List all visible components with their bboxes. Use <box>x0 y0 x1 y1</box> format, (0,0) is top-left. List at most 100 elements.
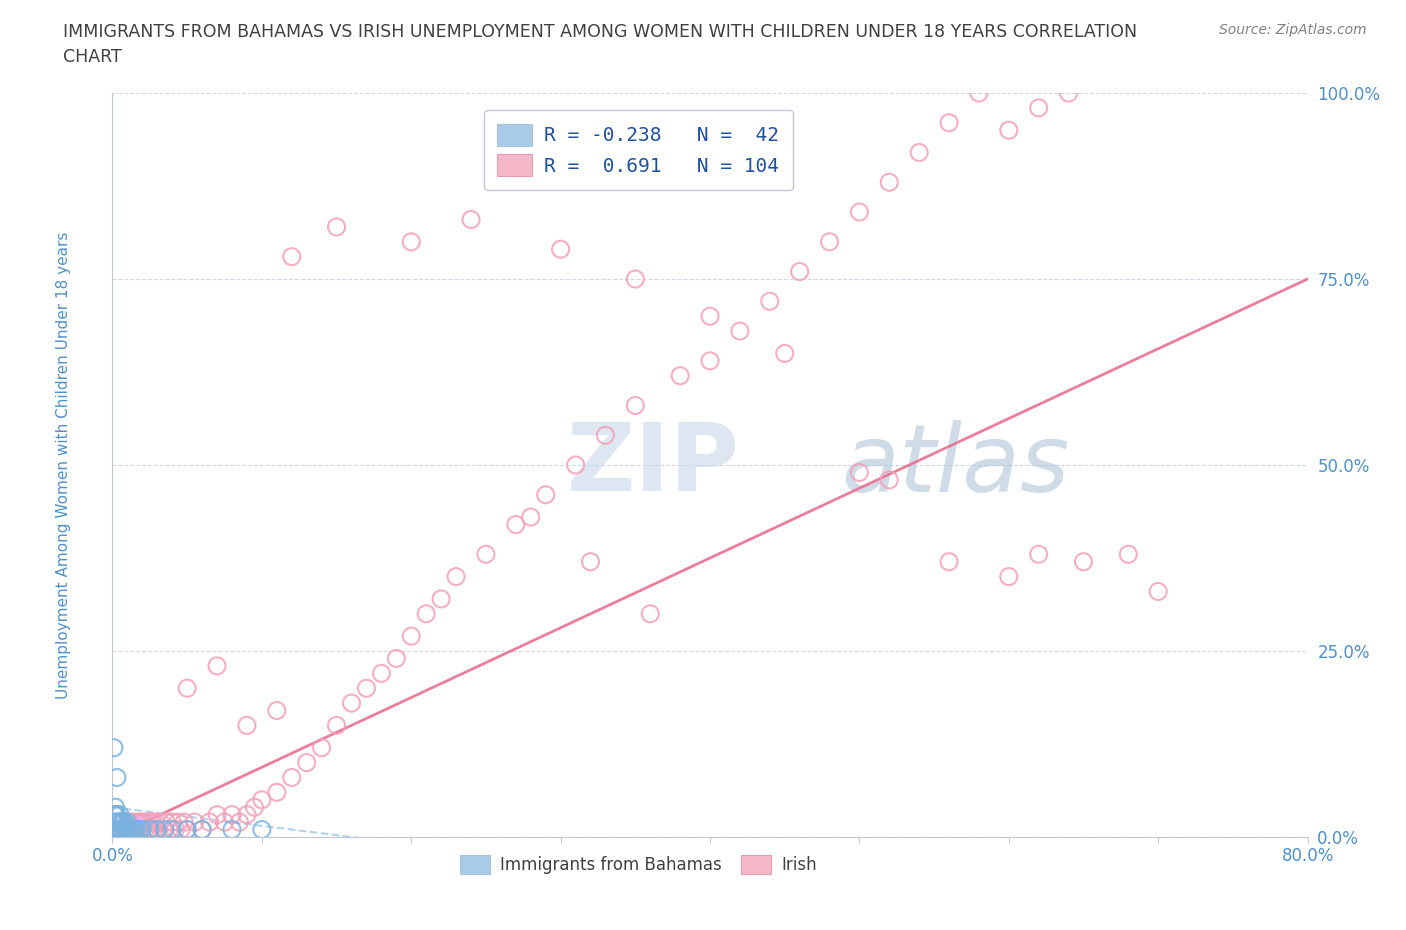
Point <box>118 822 141 837</box>
Point <box>124 822 146 837</box>
Point <box>155 815 177 830</box>
Point <box>401 234 423 249</box>
Point <box>669 368 692 383</box>
Point <box>191 822 214 837</box>
Point <box>118 822 141 837</box>
Point <box>103 740 125 755</box>
Point <box>205 658 228 673</box>
Point <box>624 398 647 413</box>
Point <box>108 807 131 822</box>
Point <box>266 703 288 718</box>
Point <box>111 815 134 830</box>
Point <box>281 249 304 264</box>
Point <box>129 815 152 830</box>
Point <box>108 815 131 830</box>
Point <box>103 807 125 822</box>
Point <box>430 591 453 606</box>
Point <box>146 822 169 837</box>
Point <box>120 822 142 837</box>
Point <box>938 554 960 569</box>
Point <box>908 145 931 160</box>
Legend: Immigrants from Bahamas, Irish: Immigrants from Bahamas, Irish <box>453 848 824 881</box>
Point <box>183 815 205 830</box>
Point <box>699 353 721 368</box>
Point <box>325 718 347 733</box>
Point <box>114 815 135 830</box>
Point <box>228 815 250 830</box>
Point <box>167 815 190 830</box>
Point <box>127 815 149 830</box>
Point <box>415 606 437 621</box>
Point <box>640 606 662 621</box>
Point <box>128 822 150 837</box>
Text: atlas: atlas <box>842 419 1070 511</box>
Point <box>444 569 467 584</box>
Point <box>107 822 129 837</box>
Point <box>460 212 482 227</box>
Point <box>176 822 198 837</box>
Point <box>115 822 138 837</box>
Point <box>121 822 143 837</box>
Point <box>311 740 333 755</box>
Point <box>105 770 128 785</box>
Point <box>938 115 960 130</box>
Point <box>564 458 586 472</box>
Point <box>170 822 193 837</box>
Point <box>103 822 125 837</box>
Point <box>236 807 259 822</box>
Point <box>1147 584 1170 599</box>
Point <box>550 242 572 257</box>
Point <box>475 547 498 562</box>
Point <box>325 219 347 234</box>
Point <box>818 234 841 249</box>
Point <box>104 822 127 837</box>
Point <box>266 785 288 800</box>
Text: ZIP: ZIP <box>567 419 740 511</box>
Point <box>152 822 174 837</box>
Point <box>205 807 228 822</box>
Point <box>114 822 135 837</box>
Point <box>111 815 134 830</box>
Point <box>120 815 142 830</box>
Point <box>356 681 378 696</box>
Point <box>198 815 221 830</box>
Point <box>157 822 180 837</box>
Point <box>848 205 870 219</box>
Point <box>162 815 183 830</box>
Point <box>848 465 870 480</box>
Point <box>105 815 128 830</box>
Point <box>105 822 128 837</box>
Point <box>143 822 166 837</box>
Point <box>153 822 176 837</box>
Point <box>520 510 543 525</box>
Point <box>1057 86 1080 100</box>
Point <box>879 472 901 487</box>
Point <box>104 807 127 822</box>
Point <box>131 822 153 837</box>
Point <box>117 822 139 837</box>
Point <box>117 815 139 830</box>
Text: CHART: CHART <box>63 48 122 66</box>
Point <box>281 770 304 785</box>
Point <box>789 264 811 279</box>
Point <box>105 822 128 837</box>
Point <box>110 822 132 837</box>
Point <box>134 822 156 837</box>
Point <box>108 822 131 837</box>
Point <box>1118 547 1140 562</box>
Point <box>401 629 423 644</box>
Point <box>173 815 195 830</box>
Text: Unemployment Among Women with Children Under 18 years: Unemployment Among Women with Children U… <box>56 232 70 698</box>
Point <box>295 755 318 770</box>
Point <box>103 815 125 830</box>
Point <box>122 822 145 837</box>
Point <box>128 822 150 837</box>
Point <box>595 428 617 443</box>
Point <box>759 294 782 309</box>
Point <box>162 822 183 837</box>
Point <box>967 86 990 100</box>
Point <box>142 815 165 830</box>
Point <box>146 822 169 837</box>
Point <box>236 718 259 733</box>
Text: Source: ZipAtlas.com: Source: ZipAtlas.com <box>1219 23 1367 37</box>
